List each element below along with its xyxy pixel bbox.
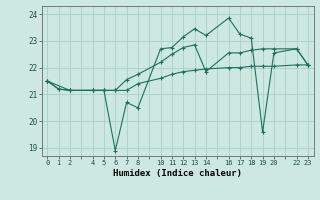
X-axis label: Humidex (Indice chaleur): Humidex (Indice chaleur) xyxy=(113,169,242,178)
